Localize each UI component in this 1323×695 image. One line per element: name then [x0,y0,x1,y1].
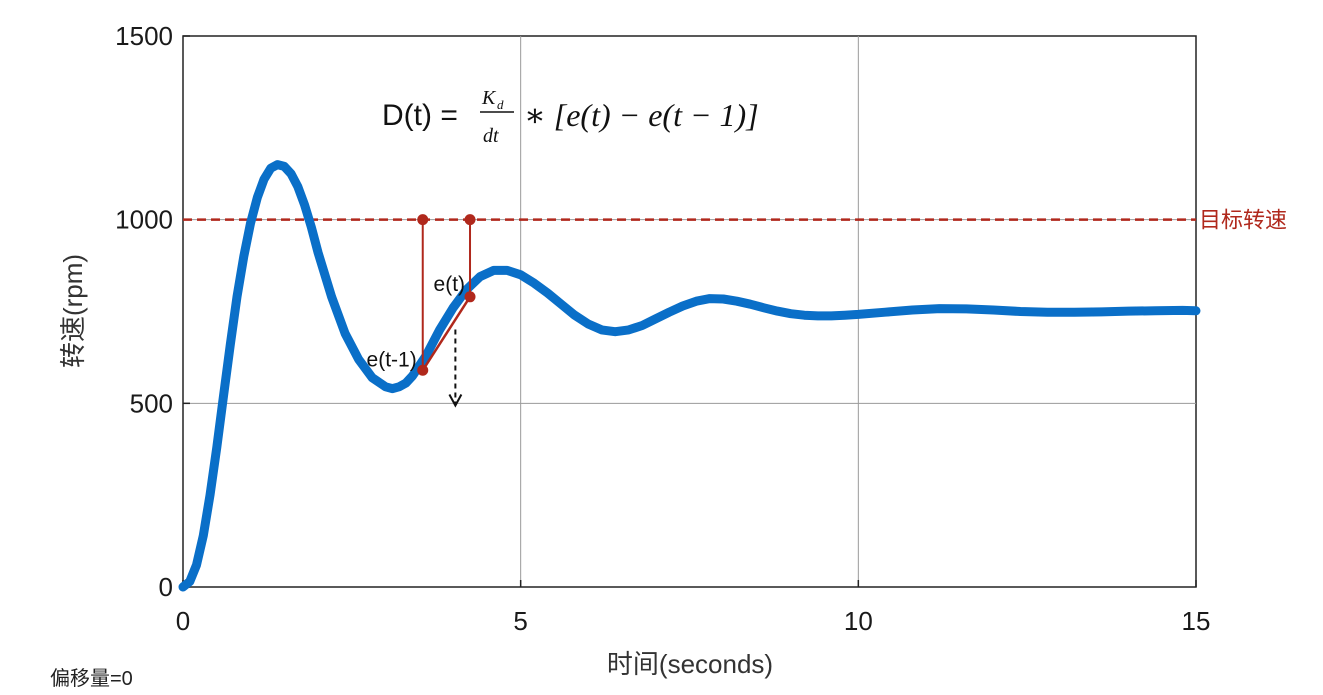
slope-segment [421,296,472,371]
formula-rhs: ∗ [e(t) − e(t − 1)] [524,97,759,133]
label-e-curr: e(t) [434,273,466,296]
x-tick-label-1: 5 [513,606,527,636]
derivative-formula: D(t) = K d dt ∗ [e(t) − e(t − 1)] [382,87,759,147]
x-tick-label-3: 15 [1182,606,1211,636]
marker-e-curr [464,291,476,303]
marker-e-prev [417,364,429,376]
formula-numerator-sub: d [497,97,504,112]
formula-lhs: D(t) = [382,99,458,132]
target-speed-label: 目标转速 [1199,208,1287,233]
x-tick-label-0: 0 [176,606,190,636]
marker-target-curr [464,214,476,226]
speed-curve [178,160,1201,592]
y-axis-ticks: 0 500 1000 1500 [115,21,190,602]
x-tick-label-2: 10 [844,606,873,636]
label-e-prev: e(t-1) [367,348,417,371]
damping-arrow-head [448,394,463,408]
x-axis-ticks: 0 5 10 15 [176,580,1211,636]
y-tick-label-3: 1500 [115,21,173,51]
marker-target-prev [417,214,429,226]
y-tick-label-1: 500 [130,388,173,418]
offset-readout: 偏移量=0 [50,668,133,690]
y-tick-label-2: 1000 [115,205,173,235]
error-annotations: e(t-1) e(t) [367,214,476,408]
x-axis-label: 时间(seconds) [607,649,773,679]
y-tick-label-0: 0 [159,572,173,602]
formula-numerator: K [481,87,497,109]
y-axis-label: 转速(rpm) [58,254,88,368]
formula-denominator: dt [483,125,499,147]
